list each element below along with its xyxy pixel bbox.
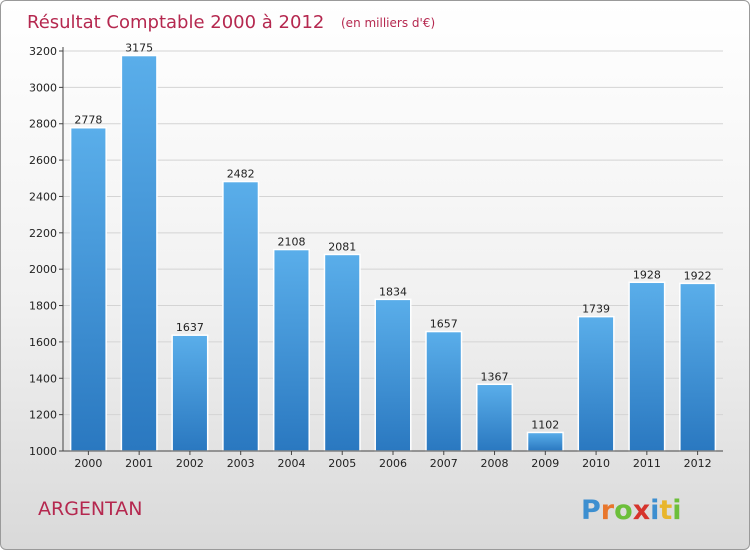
place-name: ARGENTAN: [38, 498, 142, 520]
x-tick-label: 2001: [125, 457, 153, 470]
data-label-2011: 1928: [633, 268, 661, 281]
brand-logo: Proxiti: [581, 495, 682, 526]
x-tick-label: 2011: [633, 457, 661, 470]
x-tick-label: 2006: [379, 457, 407, 470]
bar-2002: [171, 334, 209, 452]
data-label-2001: 3175: [125, 42, 153, 55]
x-tick-label: 2007: [430, 457, 458, 470]
axes: 1000 1200 1400 1600 1800 2000 2200 2400 2600 2800…: [29, 45, 723, 470]
x-tick-label: 2003: [227, 457, 255, 470]
y-tick-label: 2800: [29, 118, 57, 131]
bar-2001: [120, 54, 158, 452]
x-tick-label: 2000: [74, 457, 102, 470]
data-label-2008: 1367: [481, 370, 509, 383]
data-label-2002: 1637: [176, 321, 204, 334]
y-tick-label: 2600: [29, 154, 57, 167]
bar-2011: [628, 281, 666, 452]
bar-2008: [476, 383, 514, 452]
y-tick-label: 2400: [29, 190, 57, 203]
data-label-2007: 1657: [430, 318, 458, 331]
bar-2006: [374, 298, 412, 452]
data-label-2009: 1102: [531, 418, 559, 431]
y-tick-label: 2000: [29, 263, 57, 276]
y-tick-label: 3200: [29, 45, 57, 58]
y-tick-label: 1400: [29, 372, 57, 385]
data-label-2003: 2482: [227, 168, 255, 181]
y-tick-label: 1800: [29, 300, 57, 313]
data-label-2010: 1739: [582, 303, 610, 316]
data-label-2000: 2778: [74, 114, 102, 127]
bar-2010: [577, 315, 615, 452]
x-tick-label: 2012: [684, 457, 712, 470]
bar-2012: [679, 282, 717, 452]
y-tick-label: 2200: [29, 227, 57, 240]
data-label-2005: 2081: [328, 240, 356, 253]
y-tick-label: 1600: [29, 336, 57, 349]
brand-letter: i: [672, 495, 681, 526]
bar-2009: [526, 431, 564, 452]
y-tick-label: 1200: [29, 409, 57, 422]
x-tick-label: 2010: [582, 457, 610, 470]
x-tick-label: 2008: [481, 457, 509, 470]
data-label-2006: 1834: [379, 285, 407, 298]
brand-letter: o: [614, 495, 633, 526]
brand-letter: P: [581, 495, 601, 526]
y-tick-label: 1000: [29, 445, 57, 458]
bar-2000: [69, 126, 107, 452]
brand-letter: i: [650, 495, 659, 526]
x-tick-label: 2005: [328, 457, 356, 470]
bar-2003: [222, 180, 260, 452]
x-tick-label: 2004: [277, 457, 305, 470]
bar-2005: [323, 253, 361, 452]
brand-letter: r: [601, 495, 615, 526]
x-tick-label: 2002: [176, 457, 204, 470]
chart-subtitle: (en milliers d'€): [341, 16, 435, 30]
data-label-2004: 2108: [277, 236, 305, 249]
y-tick-label: 3000: [29, 81, 57, 94]
chart-title: Résultat Comptable 2000 à 2012: [27, 12, 324, 33]
data-label-2012: 1922: [684, 269, 712, 282]
bar-2004: [272, 248, 310, 452]
bar-2007: [425, 330, 463, 452]
brand-letter: x: [633, 495, 650, 526]
bars: 2778 3175 1637 2482 2108 2081 1834 1657 1367 1102…: [69, 42, 717, 452]
brand-letter: t: [659, 495, 672, 526]
x-tick-label: 2009: [531, 457, 559, 470]
